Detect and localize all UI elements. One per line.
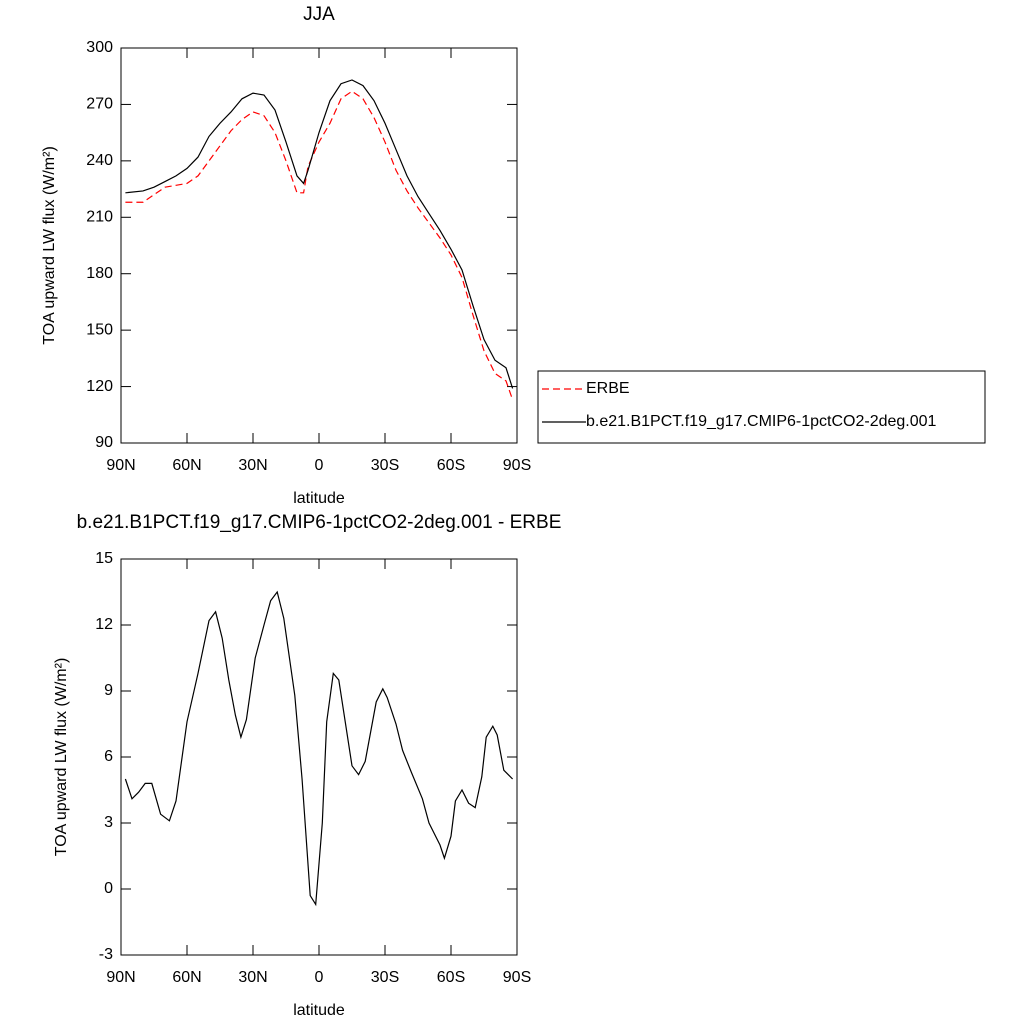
y-tick-label: 180 [86, 265, 113, 282]
x-axis-label: latitude [293, 490, 345, 507]
y-tick-label: 15 [95, 550, 113, 567]
y-tick-label: 300 [86, 39, 113, 56]
x-tick-label: 30S [371, 969, 399, 986]
y-tick-label: 12 [95, 616, 113, 633]
x-tick-label: 60N [172, 969, 201, 986]
y-tick-label: 120 [86, 378, 113, 395]
y-tick-label: 0 [104, 880, 113, 897]
x-tick-label: 90S [503, 969, 531, 986]
y-axis-label: TOA upward LW flux (W/m²) [53, 658, 70, 857]
series-line [125, 79, 514, 389]
x-tick-label: 90N [106, 969, 135, 986]
y-tick-label: -3 [99, 946, 113, 963]
x-axis-label: latitude [293, 1002, 345, 1019]
x-tick-label: 0 [315, 969, 324, 986]
y-tick-label: 9 [104, 682, 113, 699]
plot-frame [120, 47, 518, 444]
x-tick-label: 60S [437, 969, 465, 986]
y-tick-label: 210 [86, 209, 113, 226]
legend-label: b.e21.B1PCT.f19_g17.CMIP6-1pctCO2-2deg.0… [586, 413, 937, 430]
y-tick-label: 90 [95, 434, 113, 451]
x-tick-label: 0 [315, 457, 324, 474]
series-line [124, 590, 514, 907]
chart-title: JJA [303, 4, 335, 25]
series-line [125, 90, 514, 400]
chart-title: b.e21.B1PCT.f19_g17.CMIP6-1pctCO2-2deg.0… [77, 512, 562, 533]
legend-label: ERBE [586, 380, 630, 397]
y-tick-label: 240 [86, 152, 113, 169]
x-tick-label: 30S [371, 457, 399, 474]
x-tick-label: 60N [172, 457, 201, 474]
x-tick-label: 90N [106, 457, 135, 474]
x-tick-label: 30N [238, 457, 267, 474]
x-tick-label: 60S [437, 457, 465, 474]
y-tick-label: 6 [104, 748, 113, 765]
y-tick-label: 3 [104, 814, 113, 831]
y-axis-label: TOA upward LW flux (W/m²) [41, 146, 58, 345]
plot-frame [120, 558, 518, 956]
x-tick-label: 90S [503, 457, 531, 474]
y-tick-label: 270 [86, 96, 113, 113]
legend-box [537, 370, 986, 444]
x-tick-label: 30N [238, 969, 267, 986]
y-tick-label: 150 [86, 321, 113, 338]
